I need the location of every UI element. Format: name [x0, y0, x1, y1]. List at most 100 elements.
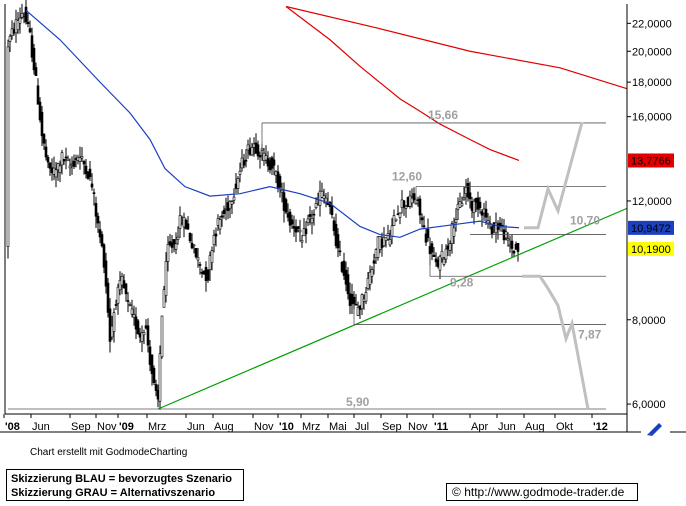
- candle-body: [256, 144, 260, 157]
- y-tick-label: 12,0000: [632, 196, 672, 208]
- candle-body: [466, 182, 470, 198]
- candle-body: [354, 303, 358, 306]
- candle-body: [146, 325, 150, 346]
- candle-body: [124, 283, 128, 295]
- candle-body: [60, 152, 64, 166]
- candle-body: [68, 165, 72, 169]
- candle-body: [242, 160, 246, 166]
- candle-body: [506, 238, 510, 241]
- candle-body: [320, 190, 324, 198]
- candle-body: [272, 159, 276, 166]
- candle-body: [356, 306, 360, 316]
- candle-body: [138, 333, 142, 338]
- candle-body: [324, 197, 328, 204]
- candle-body: [296, 226, 300, 229]
- candle-body: [36, 85, 40, 105]
- y-tick-label: 18,0000: [632, 77, 672, 89]
- candle-body: [426, 228, 430, 239]
- candle-body: [150, 354, 154, 375]
- website-link[interactable]: © http://www.godmode-trader.de: [446, 483, 638, 501]
- candle-body: [134, 316, 138, 330]
- candle-body: [460, 203, 464, 207]
- candle-body: [228, 201, 232, 209]
- candle-body: [404, 206, 408, 209]
- candle-body: [84, 165, 88, 175]
- trendline-green: [157, 207, 628, 410]
- candle-body: [346, 274, 350, 295]
- candle-body: [74, 158, 78, 160]
- candle-body: [418, 198, 422, 216]
- candle-body: [220, 215, 224, 218]
- legend-line-alternative: Skizzierung GRAU = Alternativszenario: [11, 487, 216, 499]
- y-tick-label: 6,0000: [632, 399, 666, 411]
- candle-body: [202, 270, 206, 275]
- candle-body: [284, 199, 288, 213]
- candle-body: [234, 183, 238, 189]
- candle-body: [192, 244, 196, 247]
- candle-body: [290, 219, 294, 225]
- candle-body: [196, 257, 200, 261]
- candle-body: [306, 218, 310, 223]
- x-tick-label: Mrz: [302, 421, 320, 433]
- candle-body: [48, 162, 52, 169]
- candle-body: [308, 214, 312, 217]
- candle-body: [38, 101, 42, 121]
- price-tag: [628, 153, 674, 168]
- candle-body: [26, 22, 30, 24]
- x-tick-label: Sep: [71, 421, 91, 433]
- candle-body: [252, 143, 256, 148]
- moving-average-red: [285, 6, 520, 161]
- candle-body: [76, 157, 80, 161]
- candle-body: [108, 308, 112, 342]
- level-label: 9,28: [450, 275, 474, 289]
- candle-body: [238, 170, 242, 175]
- scenario-legend: Skizzierung BLAU = bevorzugtes Szenario …: [6, 469, 244, 501]
- candle-body: [312, 213, 316, 216]
- candle-body: [64, 156, 68, 159]
- price-tag-label: 10,9472: [631, 223, 671, 235]
- candle-body: [250, 147, 254, 156]
- candle-body: [186, 223, 190, 230]
- x-tick-label: '12: [593, 421, 608, 433]
- candle-body: [226, 202, 230, 211]
- candle-body: [24, 6, 28, 23]
- candle-body: [92, 192, 96, 195]
- candle-body: [180, 223, 184, 226]
- candle-body: [6, 46, 10, 247]
- candle-body: [448, 243, 452, 251]
- candle-body: [364, 292, 368, 302]
- candle-body: [314, 202, 318, 208]
- candle-body: [28, 28, 32, 33]
- pencil-icon[interactable]: [641, 418, 670, 437]
- scenario-preferred: [524, 121, 584, 230]
- candle-body: [54, 169, 58, 178]
- candle-body: [512, 250, 516, 254]
- candle-body: [156, 389, 160, 400]
- candle-body: [8, 35, 12, 42]
- candle-body: [190, 242, 194, 249]
- candle-body: [304, 228, 308, 235]
- candle-body: [298, 229, 302, 233]
- candle-body: [72, 160, 76, 167]
- candle-body: [424, 233, 428, 243]
- candle-body: [472, 200, 476, 213]
- website-url[interactable]: http://www.godmode-trader.de: [464, 485, 625, 499]
- candle-body: [164, 261, 168, 296]
- candle-body: [144, 325, 148, 329]
- candle-body: [318, 190, 322, 206]
- candle-body: [430, 243, 434, 253]
- x-tick-label: '08: [5, 421, 20, 433]
- candle-body: [342, 260, 346, 276]
- candle-body: [106, 282, 110, 313]
- candle-body: [432, 254, 436, 258]
- candle-body: [82, 161, 86, 165]
- level-label: 7,87: [578, 328, 602, 342]
- candle-body: [468, 192, 472, 200]
- candle-body: [118, 280, 122, 291]
- candle-body: [42, 133, 46, 144]
- candle-body: [96, 215, 100, 224]
- candle-body: [382, 236, 386, 247]
- legend-line-preferred: Skizzierung BLAU = bevorzugtes Szenario: [11, 473, 232, 485]
- candle-body: [114, 304, 118, 306]
- candle-body: [172, 239, 176, 245]
